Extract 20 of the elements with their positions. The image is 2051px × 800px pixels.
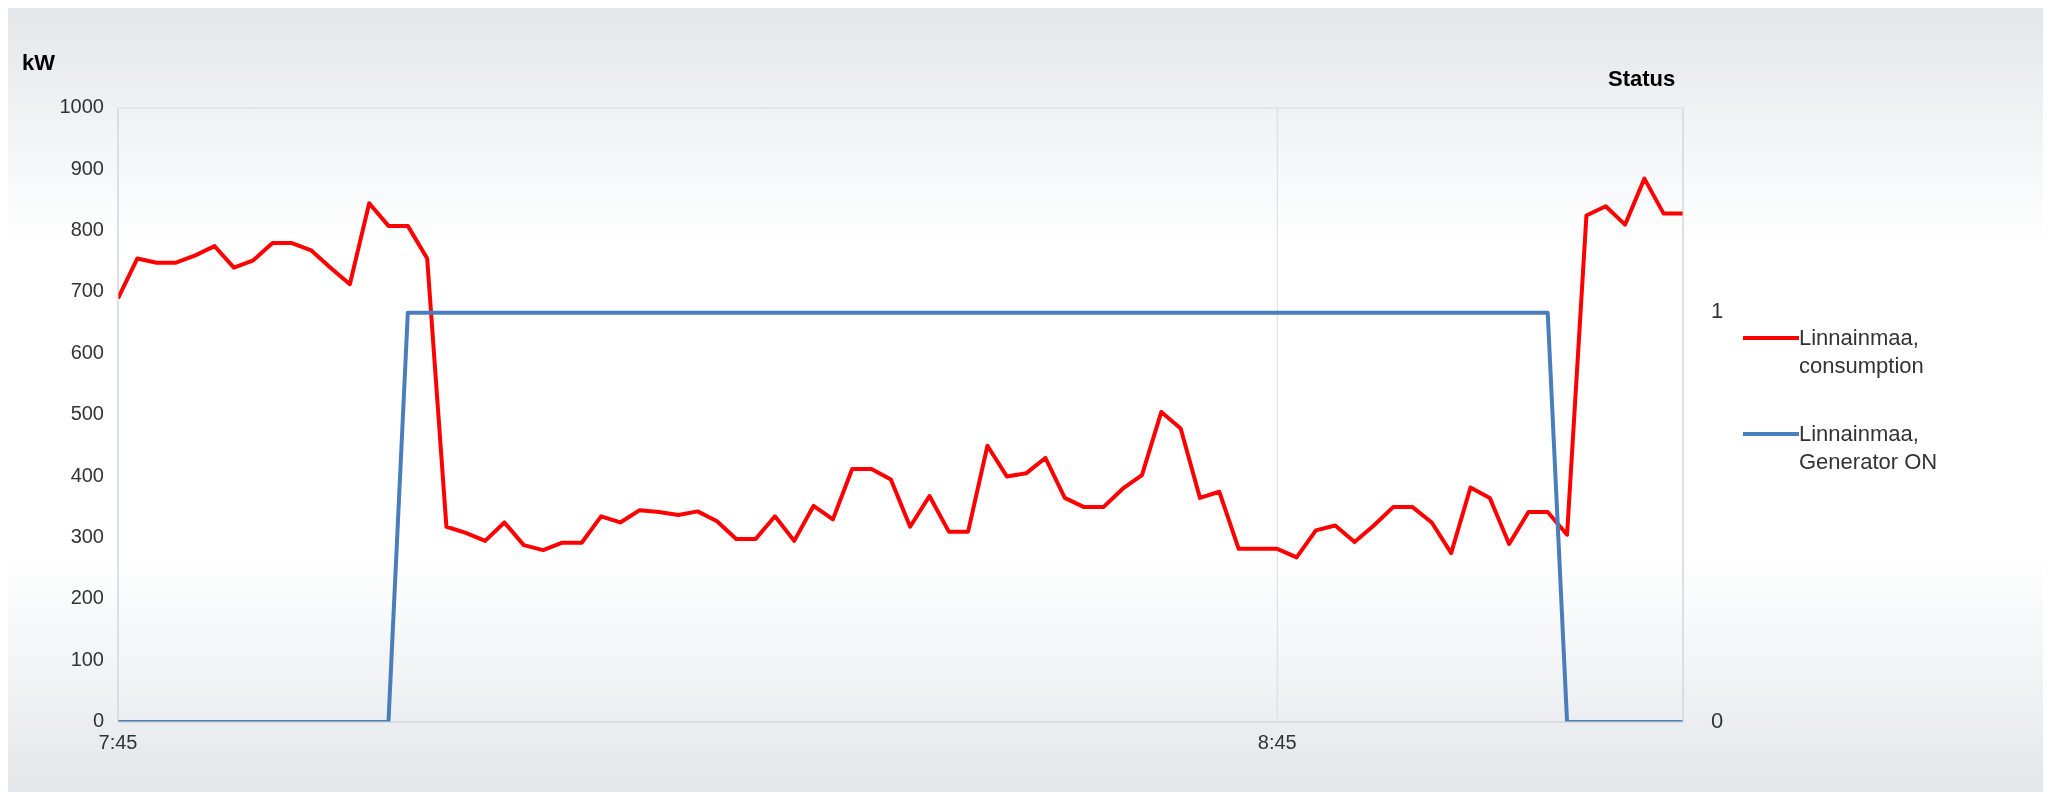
y2-axis-title: Status (1608, 66, 1676, 92)
y-tick-label: 0 (92, 709, 104, 732)
y-tick-label: 300 (70, 525, 104, 548)
y-tick-label: 600 (70, 340, 104, 363)
y-tick-label: 100 (70, 647, 104, 670)
y2-tick-label: 0 (1711, 707, 1724, 733)
y-tick-label: 800 (70, 218, 104, 241)
x-tick-label: 7:45 (98, 731, 138, 754)
y2-tick-label: 1 (1711, 298, 1724, 324)
y-tick-label: 700 (70, 279, 104, 302)
y-axis-title: kW (22, 50, 55, 76)
y-tick-label: 1000 (59, 95, 104, 118)
y-tick-label: 400 (70, 463, 104, 486)
x-tick-label: 8:45 (1257, 731, 1297, 754)
line-series (118, 176, 1683, 560)
legend-label: Linnainmaa, Generator ON (1799, 420, 1939, 476)
y-tick-label: 500 (70, 402, 104, 425)
y-tick-label: 200 (70, 586, 104, 609)
legend-label: Linnainmaa, consumption (1799, 324, 1925, 380)
y-tick-label: 900 (70, 156, 104, 179)
